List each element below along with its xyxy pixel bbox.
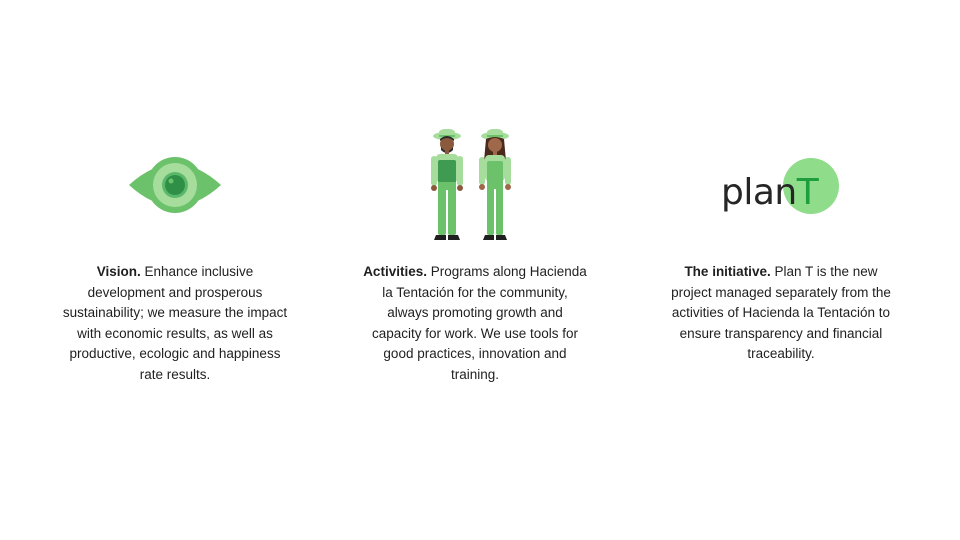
eye-icon bbox=[129, 157, 221, 213]
vision-body: Enhance inclusive development and prospe… bbox=[62, 264, 288, 382]
activities-graphic bbox=[355, 120, 595, 250]
woman-figure bbox=[479, 129, 511, 240]
vision-column: Vision. Enhance inclusive development an… bbox=[55, 120, 295, 385]
logo-word: plan bbox=[721, 172, 797, 213]
activities-heading: Activities. bbox=[363, 264, 427, 279]
activities-body: Programs along Hacienda la Tentación for… bbox=[371, 264, 587, 382]
initiative-graphic: planT bbox=[661, 120, 901, 250]
farm-workers-illustration bbox=[431, 129, 511, 240]
man-figure bbox=[431, 129, 463, 240]
vision-graphic bbox=[55, 120, 295, 250]
logo-wordmark: planT bbox=[721, 172, 819, 213]
vision-heading: Vision. bbox=[96, 264, 141, 279]
plant-logo: planT bbox=[716, 140, 846, 230]
initiative-text: The initiative. Plan T is the new projec… bbox=[661, 262, 901, 365]
activities-text: Activities. Programs along Hacienda la T… bbox=[355, 262, 595, 385]
logo-letter: T bbox=[796, 172, 819, 213]
initiative-heading: The initiative. bbox=[684, 264, 771, 279]
initiative-column: planT The initiative. Plan T is the new … bbox=[661, 120, 901, 365]
vision-text: Vision. Enhance inclusive development an… bbox=[55, 262, 295, 385]
initiative-body: Plan T is the new project managed separa… bbox=[671, 264, 891, 361]
activities-column: Activities. Programs along Hacienda la T… bbox=[355, 120, 595, 385]
logo-circle bbox=[783, 158, 839, 214]
